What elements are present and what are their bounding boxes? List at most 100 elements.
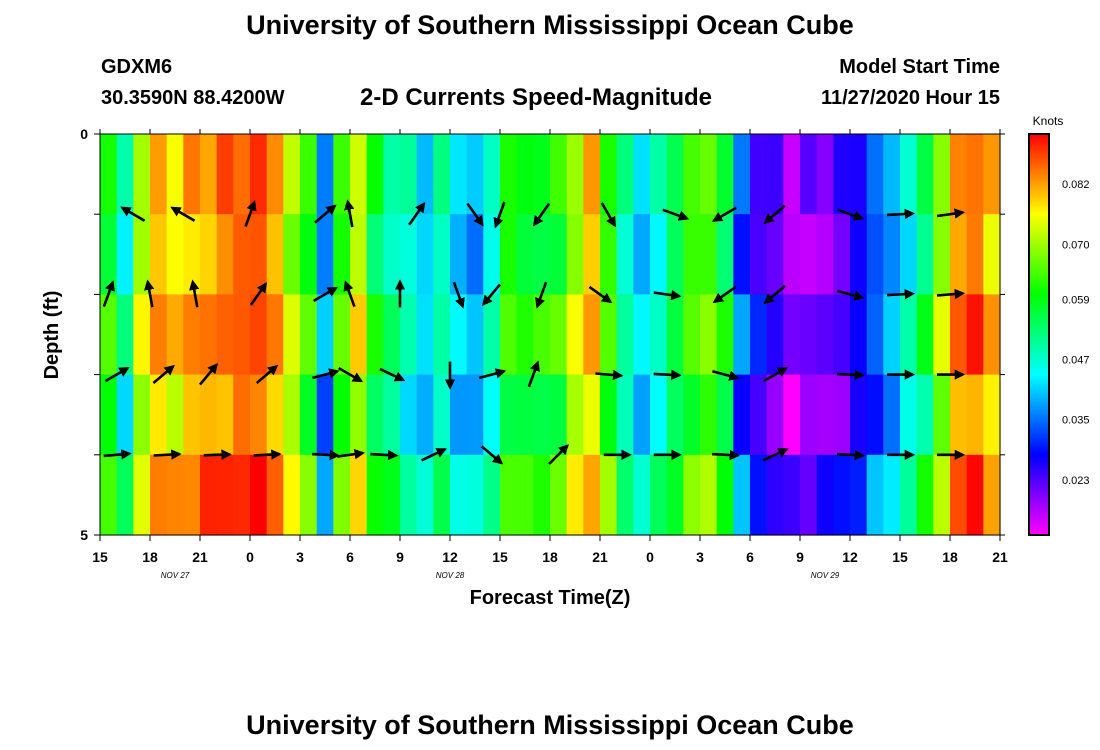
heatmap-cell <box>166 134 184 215</box>
heatmap-cell <box>866 214 884 295</box>
heatmap-cell <box>766 294 784 376</box>
heatmap-cell <box>850 374 868 456</box>
current-vector-arrow <box>102 280 115 308</box>
heatmap-cell <box>400 134 418 215</box>
colorbar-tick-label: 0.070 <box>1062 239 1090 251</box>
heatmap-cell <box>683 294 701 376</box>
current-vector-arrow <box>343 280 356 308</box>
current-vector-arrow <box>312 368 340 380</box>
heatmap-cell <box>816 214 834 295</box>
heatmap-cell <box>216 214 234 295</box>
heatmap-cell <box>416 134 434 215</box>
current-vector-arrow <box>152 364 175 384</box>
heatmap-cell <box>966 374 984 456</box>
heatmap-cell <box>383 454 401 536</box>
heatmap-cell <box>966 214 984 295</box>
heatmap-cell <box>666 294 684 376</box>
heatmap-cell <box>816 294 834 376</box>
current-vector-arrow <box>344 199 355 228</box>
heatmap-cell <box>483 294 501 376</box>
current-vector-arrow <box>103 449 132 460</box>
heatmap-cell <box>466 454 484 536</box>
current-vector-arrow <box>886 288 916 300</box>
current-vector-arrow <box>588 285 613 304</box>
heatmap-cell <box>400 214 418 295</box>
heatmap-cell <box>333 214 351 295</box>
heatmap-cell <box>433 214 451 295</box>
heatmap-cell <box>200 214 218 295</box>
heatmap-cell <box>616 454 634 536</box>
heatmap-cell <box>750 294 768 376</box>
heatmap-cell <box>933 294 951 376</box>
colorbar-unit-label: Knots <box>1033 114 1064 128</box>
x-date-label: NOV 27 <box>161 571 190 580</box>
current-vector-arrow <box>548 444 569 465</box>
heatmap-cell <box>550 374 568 456</box>
heatmap-cell <box>366 294 384 376</box>
heatmap-cell <box>283 294 301 376</box>
x-tick-label: 18 <box>942 549 958 565</box>
heatmap-cell <box>166 214 184 295</box>
heatmap-cell <box>183 294 201 376</box>
current-vector-arrow <box>120 206 146 222</box>
heatmap-cell <box>150 214 168 295</box>
heatmap-cell <box>966 134 984 215</box>
heatmap-cell <box>316 374 334 456</box>
heatmap-cell <box>383 134 401 215</box>
heatmap-cell <box>316 454 334 536</box>
colorbar-tick-label: 0.035 <box>1062 415 1090 427</box>
heatmap-cell <box>966 294 984 376</box>
current-vector-arrow <box>408 201 426 226</box>
x-tick-label: 9 <box>796 549 804 565</box>
heatmap-cell <box>683 134 701 215</box>
heatmap-cell <box>783 374 801 456</box>
current-vector-arrow <box>255 364 279 384</box>
heatmap-cell <box>766 454 784 536</box>
heatmap-cell <box>283 454 301 536</box>
heatmap-cell <box>350 134 368 215</box>
heatmap-cell <box>150 374 168 456</box>
heatmap-cell <box>250 214 268 295</box>
y-axis-title: Depth (ft) <box>41 291 63 380</box>
current-vector-arrow <box>711 206 737 222</box>
heatmap-cell <box>916 374 934 456</box>
heatmap-cell <box>450 454 468 536</box>
heatmap-cell <box>150 294 168 376</box>
heatmap-cell <box>716 214 734 295</box>
heatmap-cell <box>650 214 668 295</box>
current-vector-arrow <box>104 366 130 383</box>
heatmap-cell <box>816 454 834 536</box>
heatmap-cell <box>883 134 901 215</box>
heatmap-cell <box>533 454 551 536</box>
colorbar-tick-label: 0.082 <box>1062 179 1090 191</box>
heatmap-cell <box>500 374 518 456</box>
heatmap-cell <box>116 374 134 456</box>
heatmap-cell <box>133 294 151 376</box>
heatmap-cell <box>350 454 368 536</box>
x-tick-label: 15 <box>92 549 108 565</box>
colorbar-tick-label: 0.023 <box>1062 475 1090 487</box>
heatmap-cell <box>583 374 601 456</box>
heatmap-cell <box>633 454 651 536</box>
heatmap-cell <box>566 134 584 215</box>
current-vector-arrow <box>203 449 232 460</box>
heatmap-cell <box>450 374 468 456</box>
heatmap-cell <box>433 294 451 376</box>
heatmap-cell <box>716 134 734 215</box>
heatmap-cell <box>116 134 134 215</box>
heatmap-cell <box>816 134 834 215</box>
current-vector-arrow <box>481 283 501 306</box>
heatmap-cell <box>566 454 584 536</box>
heatmap-cell <box>533 294 551 376</box>
heatmap-cell <box>116 214 134 295</box>
heatmap-cell <box>833 454 851 536</box>
heatmap-cell <box>266 454 284 536</box>
heatmap-cell <box>633 134 651 215</box>
current-vector-arrow <box>595 369 624 381</box>
current-vector-arrow <box>662 208 690 221</box>
heatmap-cell <box>250 454 268 536</box>
heatmap-cell <box>833 294 851 376</box>
y-tick-label: 0 <box>80 126 88 142</box>
heatmap-cell <box>416 374 434 456</box>
heatmap-cell <box>750 374 768 456</box>
